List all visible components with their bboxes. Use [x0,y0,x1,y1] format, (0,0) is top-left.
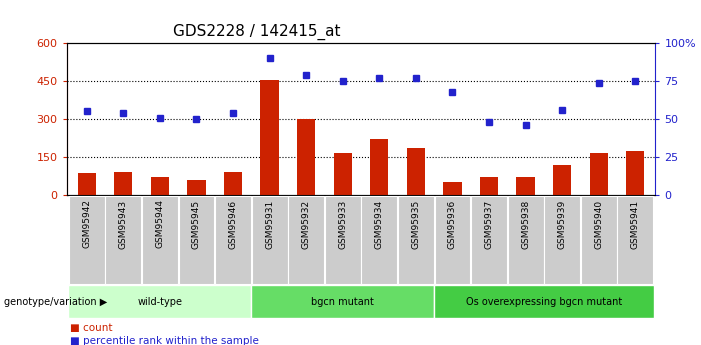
Bar [151,177,169,195]
Text: GSM95945: GSM95945 [192,199,201,248]
Bar [297,119,315,195]
FancyBboxPatch shape [581,196,617,284]
Bar [187,180,205,195]
FancyBboxPatch shape [471,196,507,284]
Text: GSM95938: GSM95938 [521,199,530,249]
FancyBboxPatch shape [288,196,324,284]
Text: GSM95943: GSM95943 [118,199,128,248]
Bar [224,172,242,195]
Bar [480,177,498,195]
FancyBboxPatch shape [325,196,360,284]
Text: wild-type: wild-type [137,297,182,307]
Text: GSM95935: GSM95935 [411,199,421,249]
Text: GSM95946: GSM95946 [229,199,238,248]
FancyBboxPatch shape [618,196,653,284]
Text: GSM95932: GSM95932 [301,199,311,248]
FancyBboxPatch shape [544,196,580,284]
FancyBboxPatch shape [251,285,434,318]
FancyBboxPatch shape [434,285,653,318]
Text: GDS2228 / 142415_at: GDS2228 / 142415_at [172,24,340,40]
Bar [553,165,571,195]
Bar [114,172,132,195]
Text: GSM95936: GSM95936 [448,199,457,249]
FancyBboxPatch shape [142,196,178,284]
FancyBboxPatch shape [362,196,397,284]
Bar [78,174,96,195]
Text: GSM95942: GSM95942 [82,199,91,248]
FancyBboxPatch shape [215,196,251,284]
Bar [407,148,425,195]
Bar [334,153,352,195]
FancyBboxPatch shape [398,196,434,284]
Text: genotype/variation ▶: genotype/variation ▶ [4,297,107,307]
Bar [517,177,535,195]
Text: GSM95934: GSM95934 [375,199,384,248]
Text: GSM95933: GSM95933 [338,199,347,249]
Text: GSM95931: GSM95931 [265,199,274,249]
FancyBboxPatch shape [435,196,470,284]
Text: Os overexpressing bgcn mutant: Os overexpressing bgcn mutant [465,297,622,307]
FancyBboxPatch shape [69,285,251,318]
Text: GSM95940: GSM95940 [594,199,604,248]
FancyBboxPatch shape [252,196,287,284]
Bar [626,151,644,195]
FancyBboxPatch shape [69,196,104,284]
Text: bgcn mutant: bgcn mutant [311,297,374,307]
Text: ■ count: ■ count [70,323,113,333]
Text: GSM95937: GSM95937 [484,199,494,249]
Bar [261,80,279,195]
Bar [370,139,388,195]
Text: GSM95939: GSM95939 [558,199,566,249]
FancyBboxPatch shape [508,196,543,284]
Bar [443,182,461,195]
FancyBboxPatch shape [179,196,215,284]
Text: GSM95944: GSM95944 [156,199,164,248]
Text: ■ percentile rank within the sample: ■ percentile rank within the sample [70,336,259,345]
Text: GSM95941: GSM95941 [631,199,640,248]
Bar [590,153,608,195]
FancyBboxPatch shape [105,196,141,284]
